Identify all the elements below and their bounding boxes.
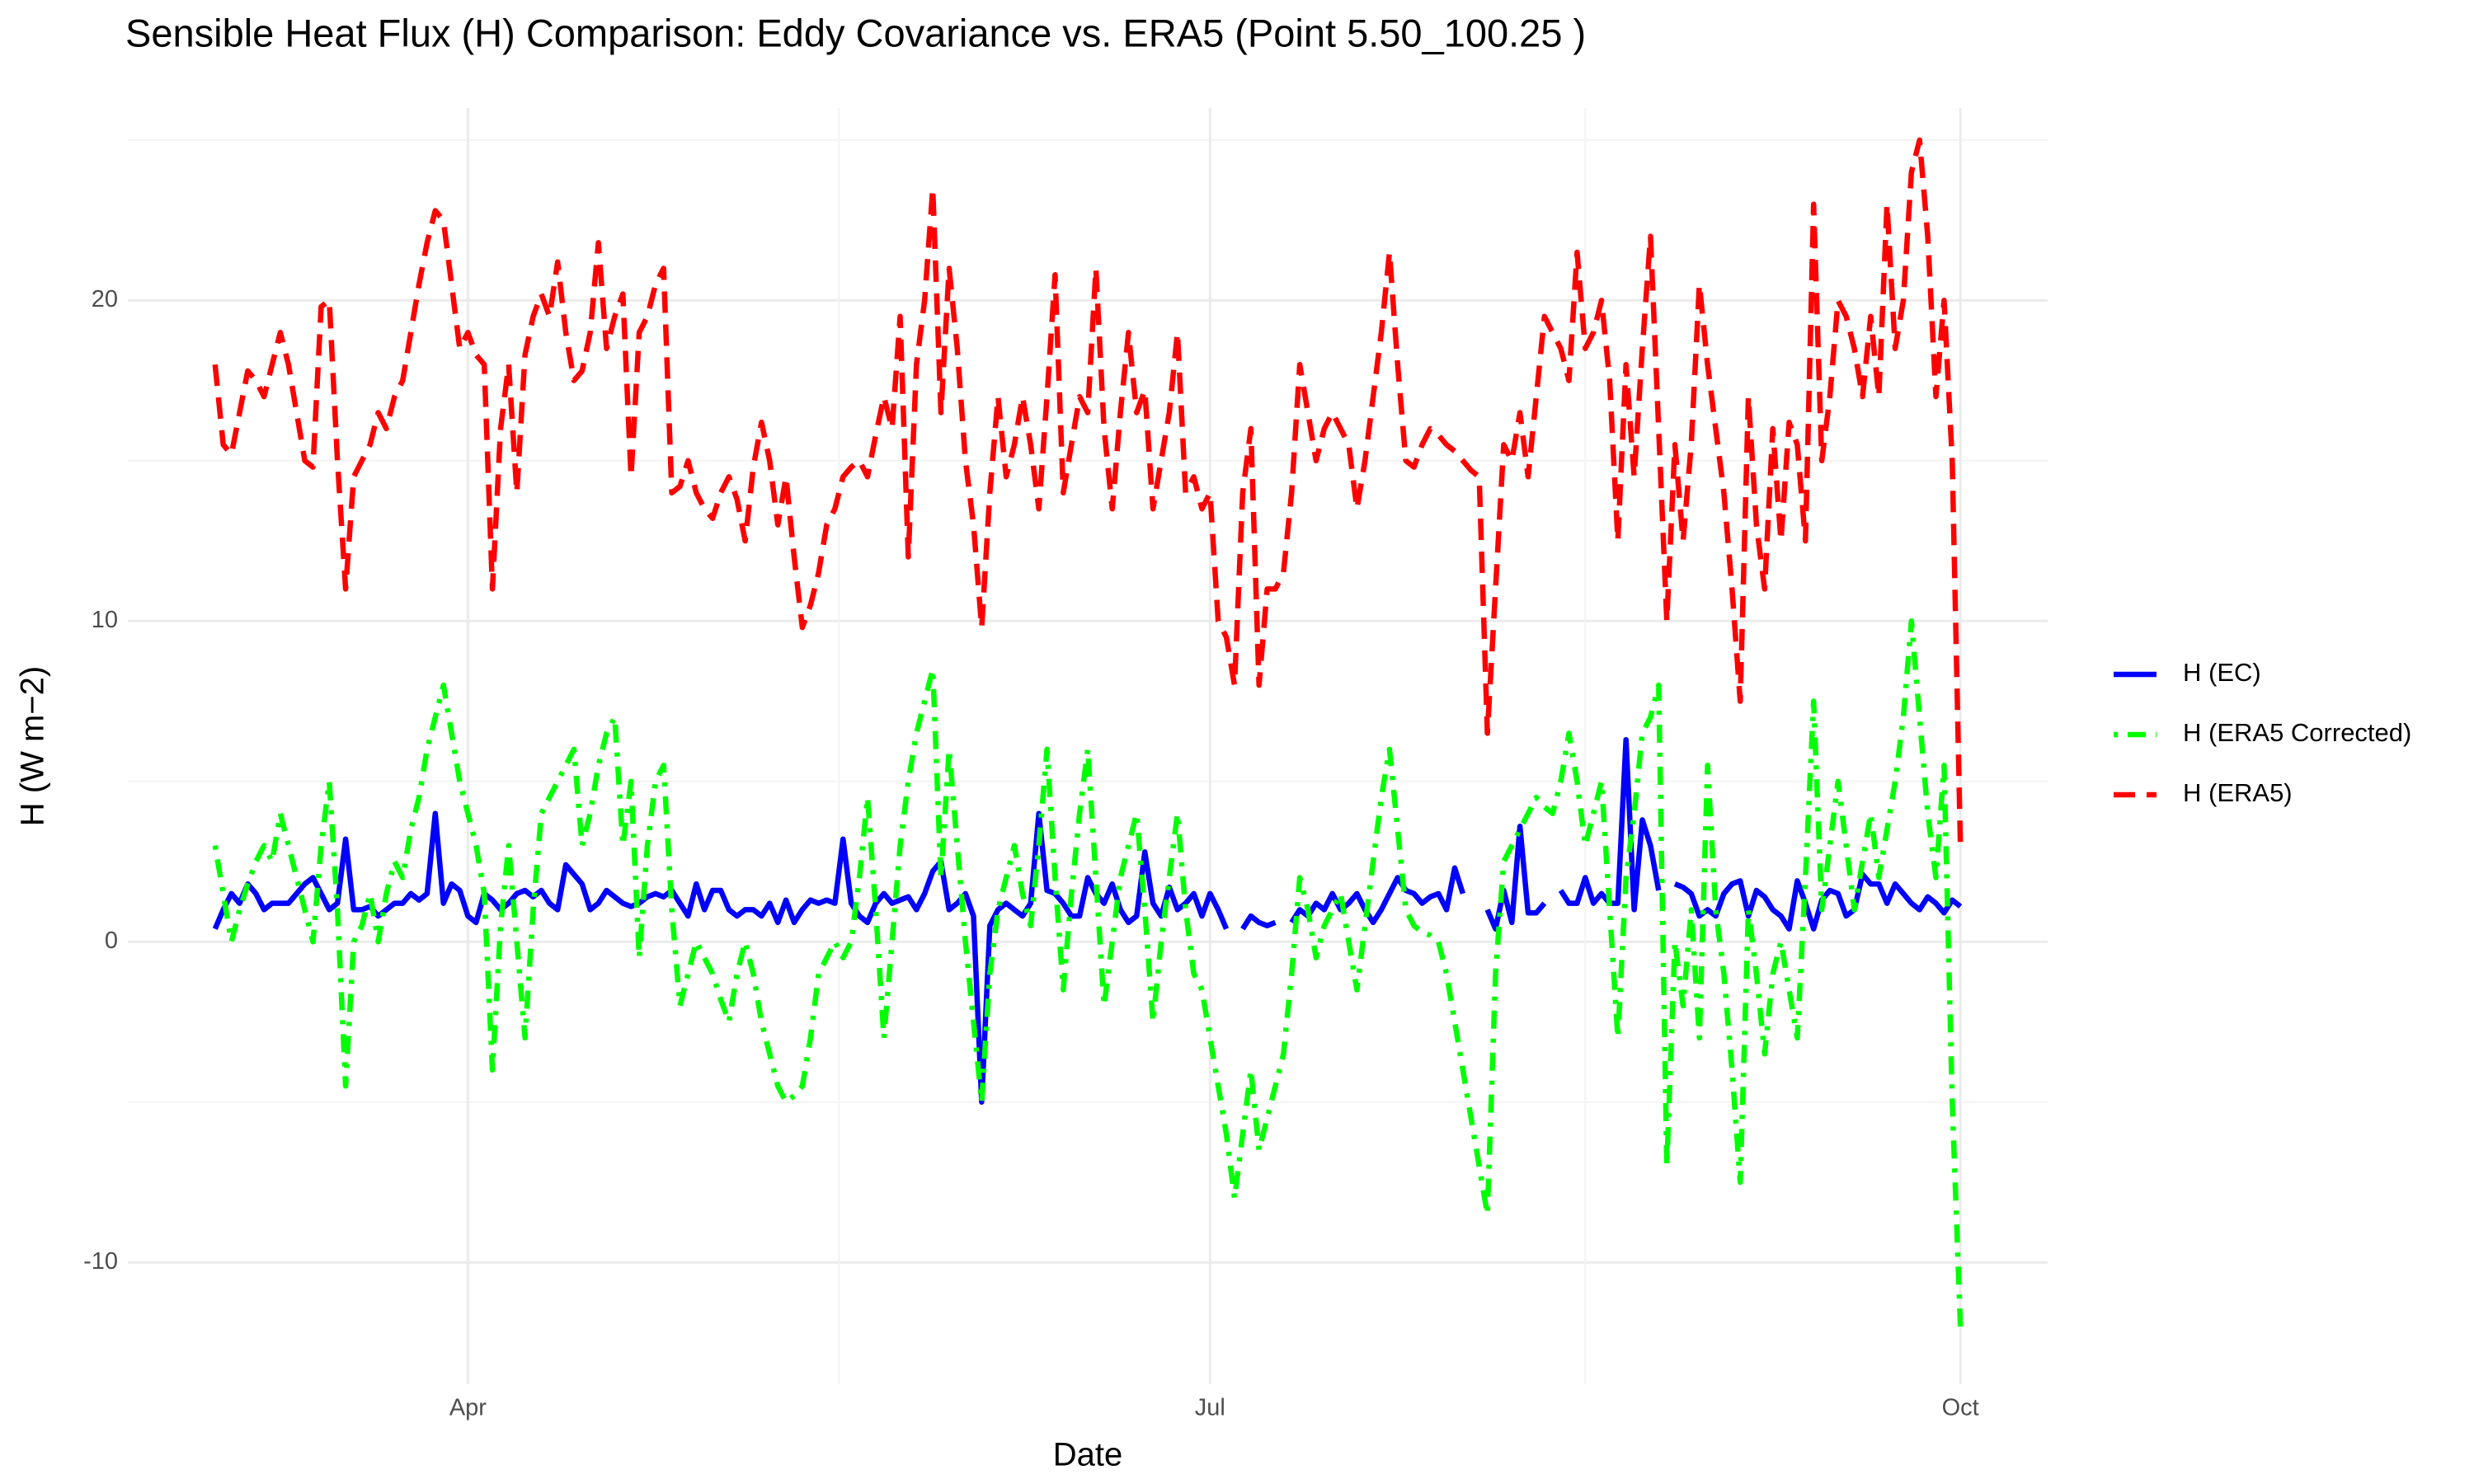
- grid: [128, 108, 2048, 1384]
- series-line: [212, 137, 1964, 846]
- x-axis-title: Date: [1053, 1437, 1123, 1473]
- legend-label: H (ERA5 Corrected): [2183, 718, 2411, 747]
- series-line: [212, 736, 1963, 1105]
- x-tick-label: Jul: [1195, 1395, 1225, 1421]
- x-tick-label: Oct: [1942, 1395, 1979, 1421]
- chart-title: Sensible Heat Flux (H) Comparison: Eddy …: [125, 11, 1586, 54]
- y-tick-label: 0: [105, 928, 118, 954]
- x-tick-label: Apr: [449, 1395, 487, 1421]
- y-axis-title: H (W m−2): [15, 666, 51, 826]
- series-line: [212, 618, 1964, 1327]
- legend-label: H (ERA5): [2183, 778, 2293, 807]
- y-tick-label: -10: [83, 1248, 118, 1275]
- y-tick-label: 10: [92, 607, 118, 633]
- y-tick-label: 20: [92, 286, 118, 312]
- legend-label: H (EC): [2183, 658, 2261, 687]
